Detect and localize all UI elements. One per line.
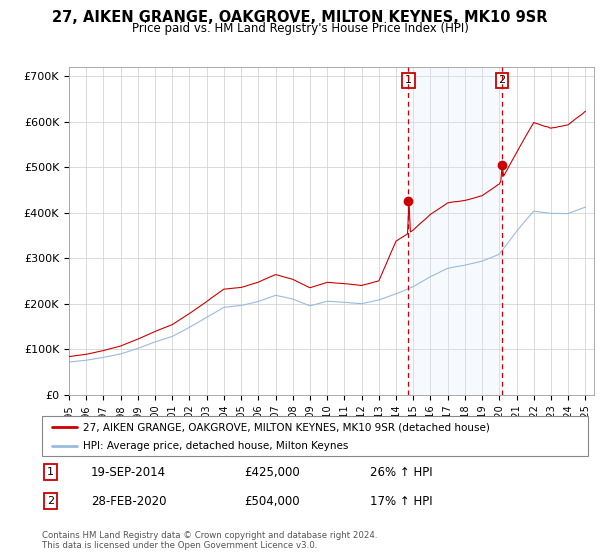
Text: Contains HM Land Registry data © Crown copyright and database right 2024.
This d: Contains HM Land Registry data © Crown c…: [42, 531, 377, 550]
Text: 17% ↑ HPI: 17% ↑ HPI: [370, 495, 432, 508]
Text: £504,000: £504,000: [244, 495, 299, 508]
Text: HPI: Average price, detached house, Milton Keynes: HPI: Average price, detached house, Milt…: [83, 441, 349, 451]
Text: 2: 2: [499, 75, 506, 85]
Text: 27, AIKEN GRANGE, OAKGROVE, MILTON KEYNES, MK10 9SR (detached house): 27, AIKEN GRANGE, OAKGROVE, MILTON KEYNE…: [83, 422, 490, 432]
Text: 1: 1: [405, 75, 412, 85]
Text: Price paid vs. HM Land Registry's House Price Index (HPI): Price paid vs. HM Land Registry's House …: [131, 22, 469, 35]
Text: 2: 2: [47, 496, 54, 506]
Text: £425,000: £425,000: [244, 465, 300, 479]
Text: 28-FEB-2020: 28-FEB-2020: [91, 495, 167, 508]
Text: 19-SEP-2014: 19-SEP-2014: [91, 465, 166, 479]
Text: 1: 1: [47, 467, 53, 477]
Text: 26% ↑ HPI: 26% ↑ HPI: [370, 465, 432, 479]
Text: 27, AIKEN GRANGE, OAKGROVE, MILTON KEYNES, MK10 9SR: 27, AIKEN GRANGE, OAKGROVE, MILTON KEYNE…: [52, 10, 548, 25]
Bar: [409, 67, 502, 395]
